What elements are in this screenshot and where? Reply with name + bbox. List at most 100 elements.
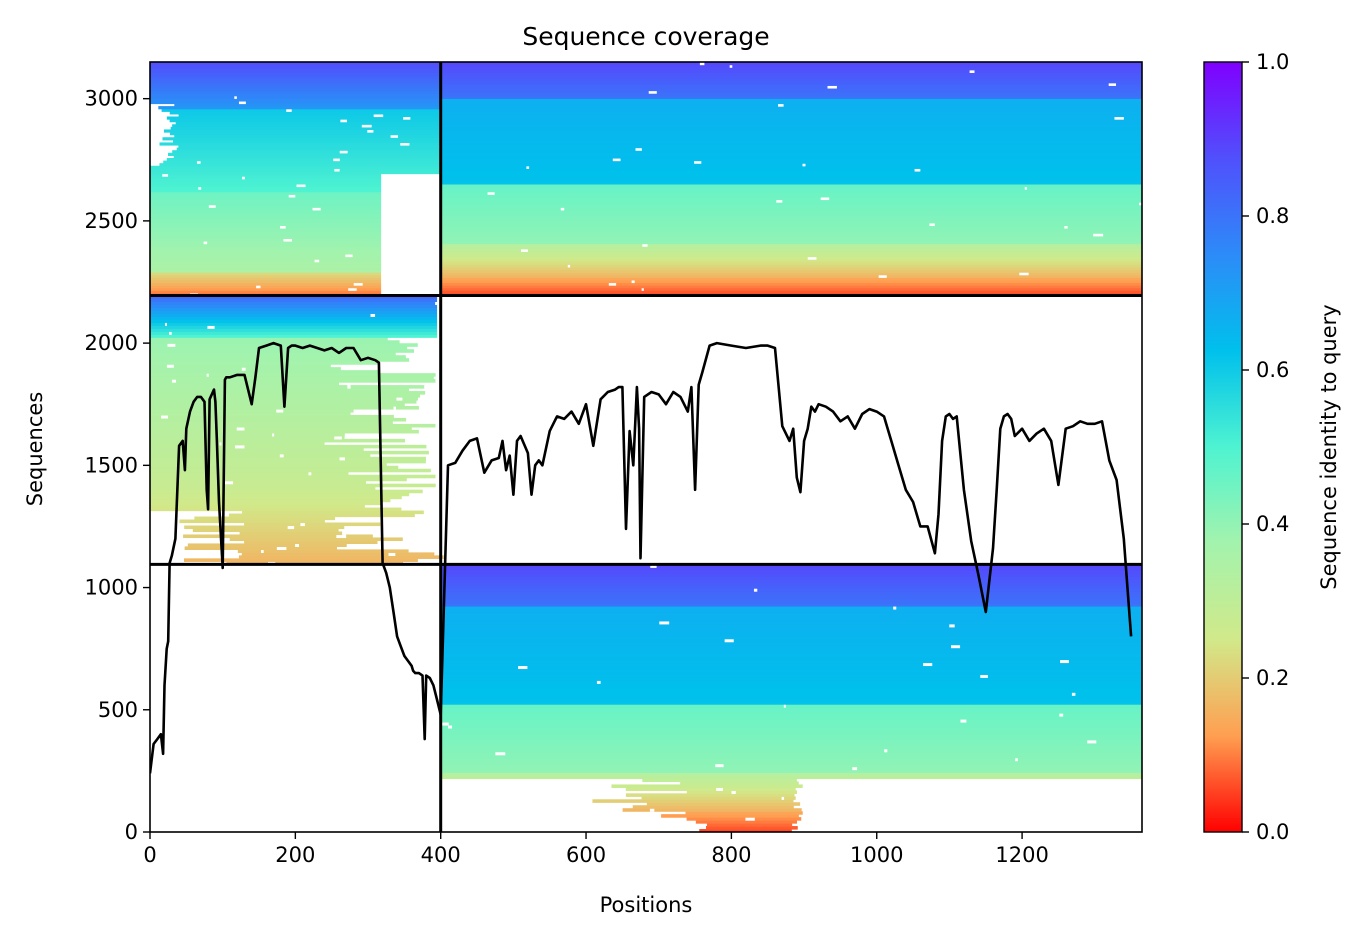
- heatmap-row: [440, 170, 1142, 175]
- heatmap-row: [150, 235, 382, 239]
- heatmap-row: [440, 594, 1142, 598]
- alignment-gap: [448, 724, 453, 729]
- heatmap-row: [150, 191, 382, 195]
- heatmap-row: [237, 549, 409, 553]
- alignment-gap: [745, 817, 755, 821]
- heatmap-row: [150, 376, 434, 380]
- alignment-gap: [295, 543, 300, 548]
- alignment-gap: [724, 638, 734, 643]
- heatmap-row: [166, 157, 441, 162]
- alignment-gap: [1139, 202, 1142, 206]
- heatmap-row: [440, 256, 1142, 260]
- heatmap-row: [150, 217, 382, 221]
- colorbar-axis: 0.0 0.2 0.4 0.6 0.8 1.0: [1242, 50, 1289, 844]
- heatmap-row: [150, 67, 441, 71]
- heatmap-row: [176, 147, 441, 151]
- alignment-gap: [495, 751, 506, 756]
- alignment-gap: [390, 134, 399, 138]
- heatmap-row: [440, 632, 1142, 637]
- heatmap-row: [440, 730, 1142, 735]
- heatmap-row: [150, 489, 423, 494]
- heatmap-row: [440, 290, 1142, 294]
- heatmap-row: [440, 82, 1142, 86]
- block-top-left: [150, 62, 442, 297]
- heatmap-row: [150, 183, 382, 188]
- alignment-gap: [441, 721, 449, 726]
- heatmap-row: [150, 269, 382, 273]
- alignment-gap: [296, 183, 306, 188]
- alignment-gap: [526, 165, 530, 169]
- heatmap-row: [183, 534, 373, 539]
- heatmap-row: [150, 391, 426, 395]
- heatmap-row: [440, 178, 1142, 182]
- alignment-gap: [396, 397, 403, 401]
- x-tick-label: 600: [566, 843, 606, 867]
- heatmap-row: [440, 259, 1142, 263]
- heatmap-row: [440, 277, 1142, 281]
- heatmap-row: [150, 352, 396, 356]
- alignment-gap: [884, 748, 888, 753]
- alignment-gap: [373, 113, 384, 118]
- heatmap-row: [150, 62, 441, 66]
- alignment-gap: [166, 364, 174, 368]
- heatmap-row: [150, 444, 427, 449]
- heatmap-row: [242, 510, 424, 515]
- heatmap-row: [150, 346, 408, 350]
- heatmap-row: [646, 802, 801, 806]
- heatmap-row: [150, 194, 382, 198]
- heatmap-row: [592, 799, 794, 803]
- alignment-gap: [1071, 692, 1076, 696]
- heatmap-row: [440, 251, 1142, 255]
- heatmap-row: [440, 261, 1142, 265]
- heatmap-row: [625, 793, 795, 797]
- alignment-gap: [339, 456, 345, 461]
- heatmap-row: [440, 279, 1142, 284]
- colorbar-tick-label: 0.2: [1256, 666, 1289, 690]
- heatmap-row: [150, 411, 351, 416]
- colorbar-tick-label: 1.0: [1256, 50, 1289, 74]
- heatmap-row: [150, 468, 431, 473]
- heatmap-row: [150, 340, 400, 344]
- heatmap-row: [440, 240, 1142, 245]
- heatmap-row: [150, 310, 438, 314]
- alignment-gap: [1015, 757, 1018, 762]
- heatmap-row: [440, 647, 1142, 652]
- heatmap-row: [440, 620, 1142, 625]
- coverage-line: [150, 341, 1133, 774]
- heatmap-row: [150, 435, 345, 440]
- heatmap-row: [440, 108, 1142, 112]
- heatmap-row: [440, 113, 1142, 118]
- heatmap-row: [150, 90, 441, 94]
- alignment-gap: [608, 282, 617, 286]
- heatmap-row: [158, 106, 441, 110]
- heatmap-row: [440, 680, 1142, 684]
- heatmap-row: [440, 600, 1142, 604]
- heatmap-row: [150, 230, 382, 234]
- alignment-gap: [929, 222, 935, 227]
- heatmap-row: [440, 724, 1142, 729]
- alignment-gap: [659, 620, 670, 625]
- heatmap-row: [172, 150, 441, 154]
- heatmap-row: [440, 579, 1142, 583]
- heatmap-row: [150, 337, 388, 341]
- heatmap-row: [184, 546, 338, 550]
- alignment-gap: [923, 662, 933, 667]
- heatmap-row: [440, 248, 1142, 252]
- heatmap-row: [150, 295, 438, 300]
- alignment-gap: [949, 623, 955, 628]
- alignment-gap: [236, 426, 245, 431]
- heatmap-row: [440, 585, 1142, 589]
- heatmap-row: [150, 220, 382, 224]
- y-tick-label: 1500: [85, 453, 138, 477]
- alignment-gap: [238, 100, 246, 105]
- heatmap-row: [440, 74, 1142, 79]
- heatmap-row: [440, 683, 1142, 687]
- heatmap-row: [440, 233, 1142, 237]
- heatmap-row: [440, 704, 1142, 708]
- heatmap-row: [172, 124, 441, 128]
- heatmap-row: [150, 256, 382, 260]
- heatmap-row: [440, 212, 1142, 216]
- heatmap-row: [440, 253, 1142, 258]
- alignment-gap: [521, 248, 528, 252]
- alignment-gap: [642, 243, 648, 247]
